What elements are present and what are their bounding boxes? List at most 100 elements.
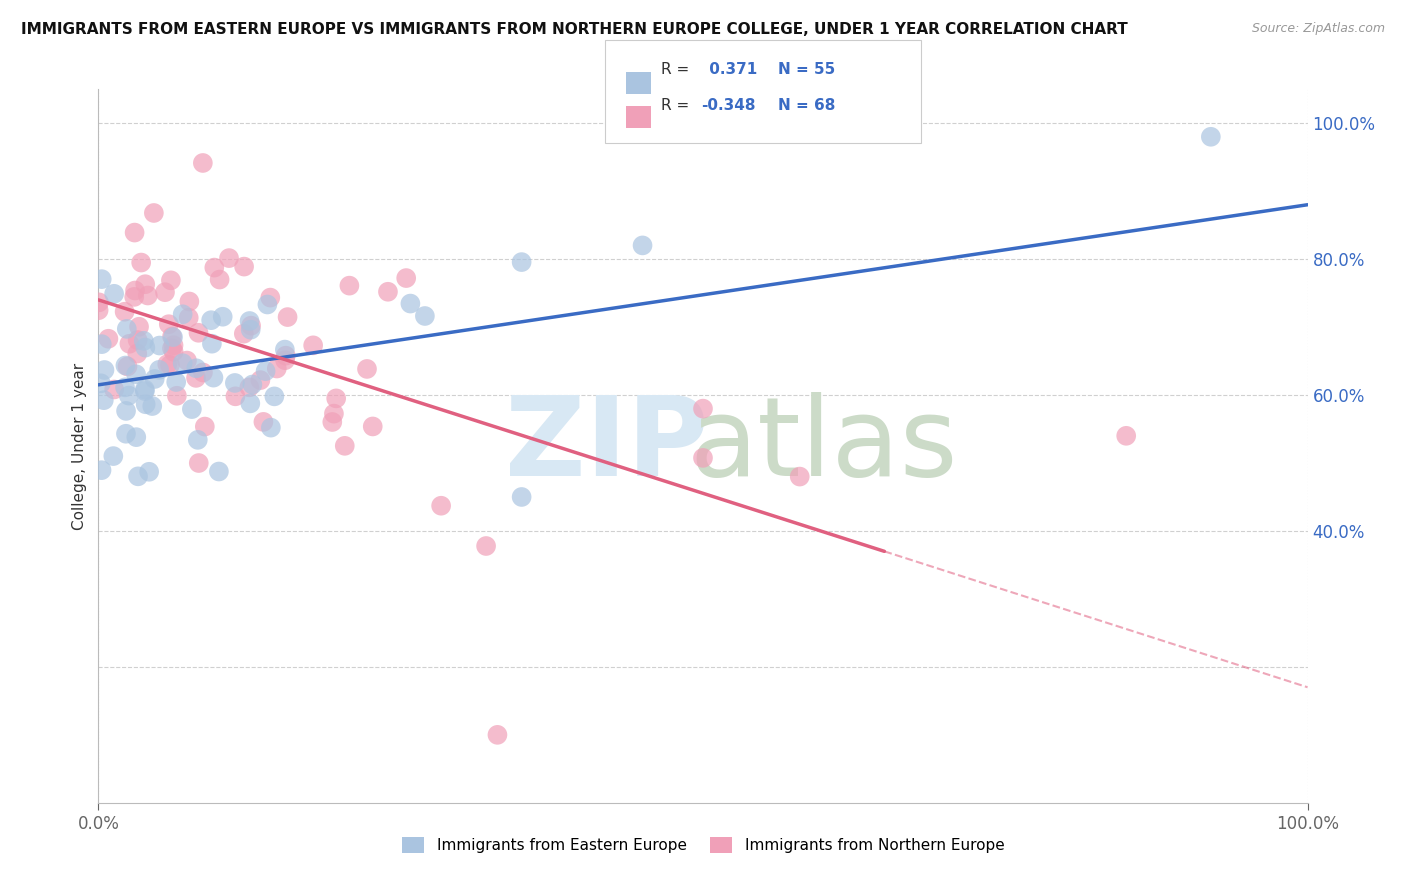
Point [254,364,277,378]
Point [125,430,148,444]
Point [90,463,112,477]
Point [114,359,136,373]
Point [160,329,183,343]
Point [242,377,264,392]
Point [333,439,356,453]
Point [103,286,125,301]
Y-axis label: College, Under 1 year: College, Under 1 year [72,362,87,530]
Text: ZIP: ZIP [505,392,709,500]
Point [356,362,378,376]
Point [127,333,149,347]
Point [115,404,138,418]
Point [128,319,150,334]
Text: -0.348: -0.348 [702,98,756,112]
Point [377,285,399,299]
Point [176,353,198,368]
Point [224,389,246,403]
Point [200,313,222,327]
Point [103,449,125,463]
Point [162,344,184,359]
Point [90,272,112,286]
Point [238,314,260,328]
Point [159,358,181,372]
Point [153,285,176,300]
Text: R =: R = [661,98,695,112]
Point [325,392,347,406]
Point [399,296,422,310]
Point [413,309,436,323]
Point [1199,129,1222,144]
Point [274,343,297,357]
Point [87,303,110,318]
Point [321,415,343,429]
Point [118,388,141,402]
Point [90,376,112,391]
Point [87,295,110,310]
Point [395,271,418,285]
Point [172,356,194,370]
Point [134,383,156,397]
Point [202,370,225,384]
Point [266,361,288,376]
Point [115,426,138,441]
Point [115,322,138,336]
Text: IMMIGRANTS FROM EASTERN EUROPE VS IMMIGRANTS FROM NORTHERN EUROPE COLLEGE, UNDER: IMMIGRANTS FROM EASTERN EUROPE VS IMMIGR… [21,22,1128,37]
Point [180,402,202,417]
Point [127,469,149,483]
Point [132,334,155,348]
Point [233,260,256,274]
Point [162,338,184,352]
Point [103,383,125,397]
Point [157,317,180,331]
Point [208,465,231,479]
Point [165,375,187,389]
Point [240,318,263,333]
Point [259,291,281,305]
Point [187,433,209,447]
Point [118,336,141,351]
Point [263,389,285,403]
Point [486,728,509,742]
Point [143,372,166,386]
Point [631,238,654,252]
Legend: Immigrants from Eastern Europe, Immigrants from Northern Europe: Immigrants from Eastern Europe, Immigran… [395,831,1011,859]
Point [156,357,179,371]
Point [224,376,246,390]
Point [191,366,214,380]
Text: Source: ZipAtlas.com: Source: ZipAtlas.com [1251,22,1385,36]
Point [134,384,156,398]
Point [134,277,156,292]
Point [239,396,262,410]
Point [124,226,146,240]
Point [117,359,139,374]
Point [177,310,200,325]
Point [138,465,160,479]
Point [430,499,453,513]
Text: atlas: atlas [690,392,957,500]
Point [160,273,183,287]
Point [201,336,224,351]
Point [148,338,170,352]
Point [274,353,297,368]
Point [510,255,533,269]
Point [361,419,384,434]
Point [90,337,112,351]
Point [302,338,325,352]
Point [122,290,145,304]
Point [323,407,346,421]
Point [692,401,714,416]
Point [187,456,209,470]
Point [142,206,165,220]
Point [249,373,271,387]
Point [124,284,146,298]
Point [184,371,207,385]
Point [186,361,208,376]
Point [202,260,225,275]
Point [114,380,136,394]
Text: N = 55: N = 55 [778,62,835,77]
Point [789,469,811,483]
Point [129,255,152,269]
Point [162,330,184,344]
Point [187,326,209,340]
Point [134,341,156,355]
